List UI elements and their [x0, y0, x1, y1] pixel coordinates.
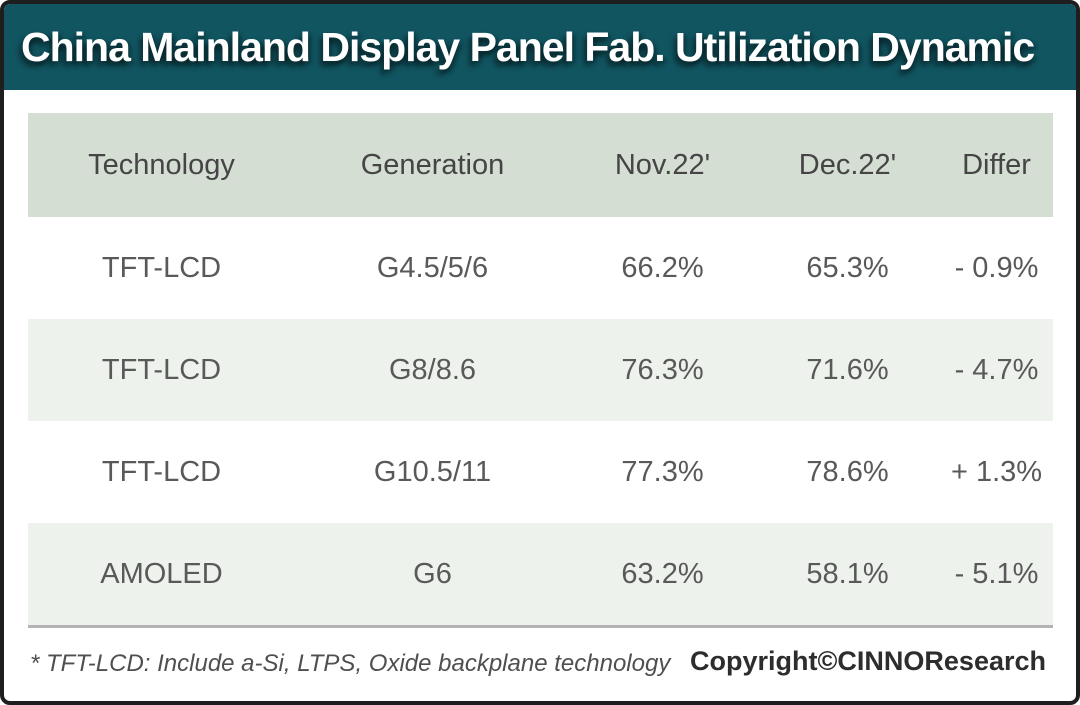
title-bar: China Mainland Display Panel Fab. Utiliz…: [4, 4, 1076, 90]
table-header-row: Technology Generation Nov.22' Dec.22' Di…: [28, 113, 1053, 217]
cell-nov22: 76.3%: [621, 353, 704, 386]
column-header-nov22: Nov.22': [614, 148, 711, 181]
table-row: TFT-LCD G8/8.6 76.3% 71.6% - 4.7%: [28, 319, 1053, 421]
cell-dec22: 71.6%: [806, 353, 889, 386]
cell-technology: TFT-LCD: [101, 353, 222, 386]
copyright: Copyright©CINNOResearch: [690, 646, 1046, 676]
cell-technology: TFT-LCD: [101, 455, 222, 488]
cell-nov22: 66.2%: [621, 251, 704, 284]
cell-nov22: 77.3%: [621, 455, 704, 488]
cell-dec22: 65.3%: [806, 251, 889, 284]
cell-differ: - 0.9%: [954, 251, 1039, 284]
cell-technology: AMOLED: [100, 557, 223, 590]
cell-dec22: 58.1%: [806, 557, 889, 590]
page-title: China Mainland Display Panel Fab. Utiliz…: [21, 24, 1035, 70]
table-bottom-divider: [28, 625, 1053, 628]
cell-nov22: 63.2%: [621, 557, 704, 590]
footnote: * TFT-LCD: Include a-Si, LTPS, Oxide bac…: [30, 650, 671, 677]
column-header-differ: Differ: [962, 148, 1031, 181]
cell-technology: TFT-LCD: [101, 251, 222, 284]
cell-differ: + 1.3%: [950, 455, 1043, 488]
utilization-table: Technology Generation Nov.22' Dec.22' Di…: [28, 113, 1053, 628]
table-row: AMOLED G6 63.2% 58.1% - 5.1%: [28, 523, 1053, 625]
cell-generation: G10.5/11: [373, 455, 492, 488]
cell-generation: G8/8.6: [388, 353, 477, 386]
cell-differ: - 5.1%: [954, 557, 1039, 590]
cell-differ: - 4.7%: [954, 353, 1039, 386]
column-header-generation: Generation: [360, 148, 505, 181]
column-header-dec22: Dec.22': [798, 148, 897, 181]
cell-dec22: 78.6%: [806, 455, 889, 488]
cell-generation: G6: [413, 557, 452, 590]
column-header-technology: Technology: [88, 148, 235, 181]
cell-generation: G4.5/5/6: [376, 251, 489, 284]
table-row: TFT-LCD G4.5/5/6 66.2% 65.3% - 0.9%: [28, 217, 1053, 319]
table-row: TFT-LCD G10.5/11 77.3% 78.6% + 1.3%: [28, 421, 1053, 523]
